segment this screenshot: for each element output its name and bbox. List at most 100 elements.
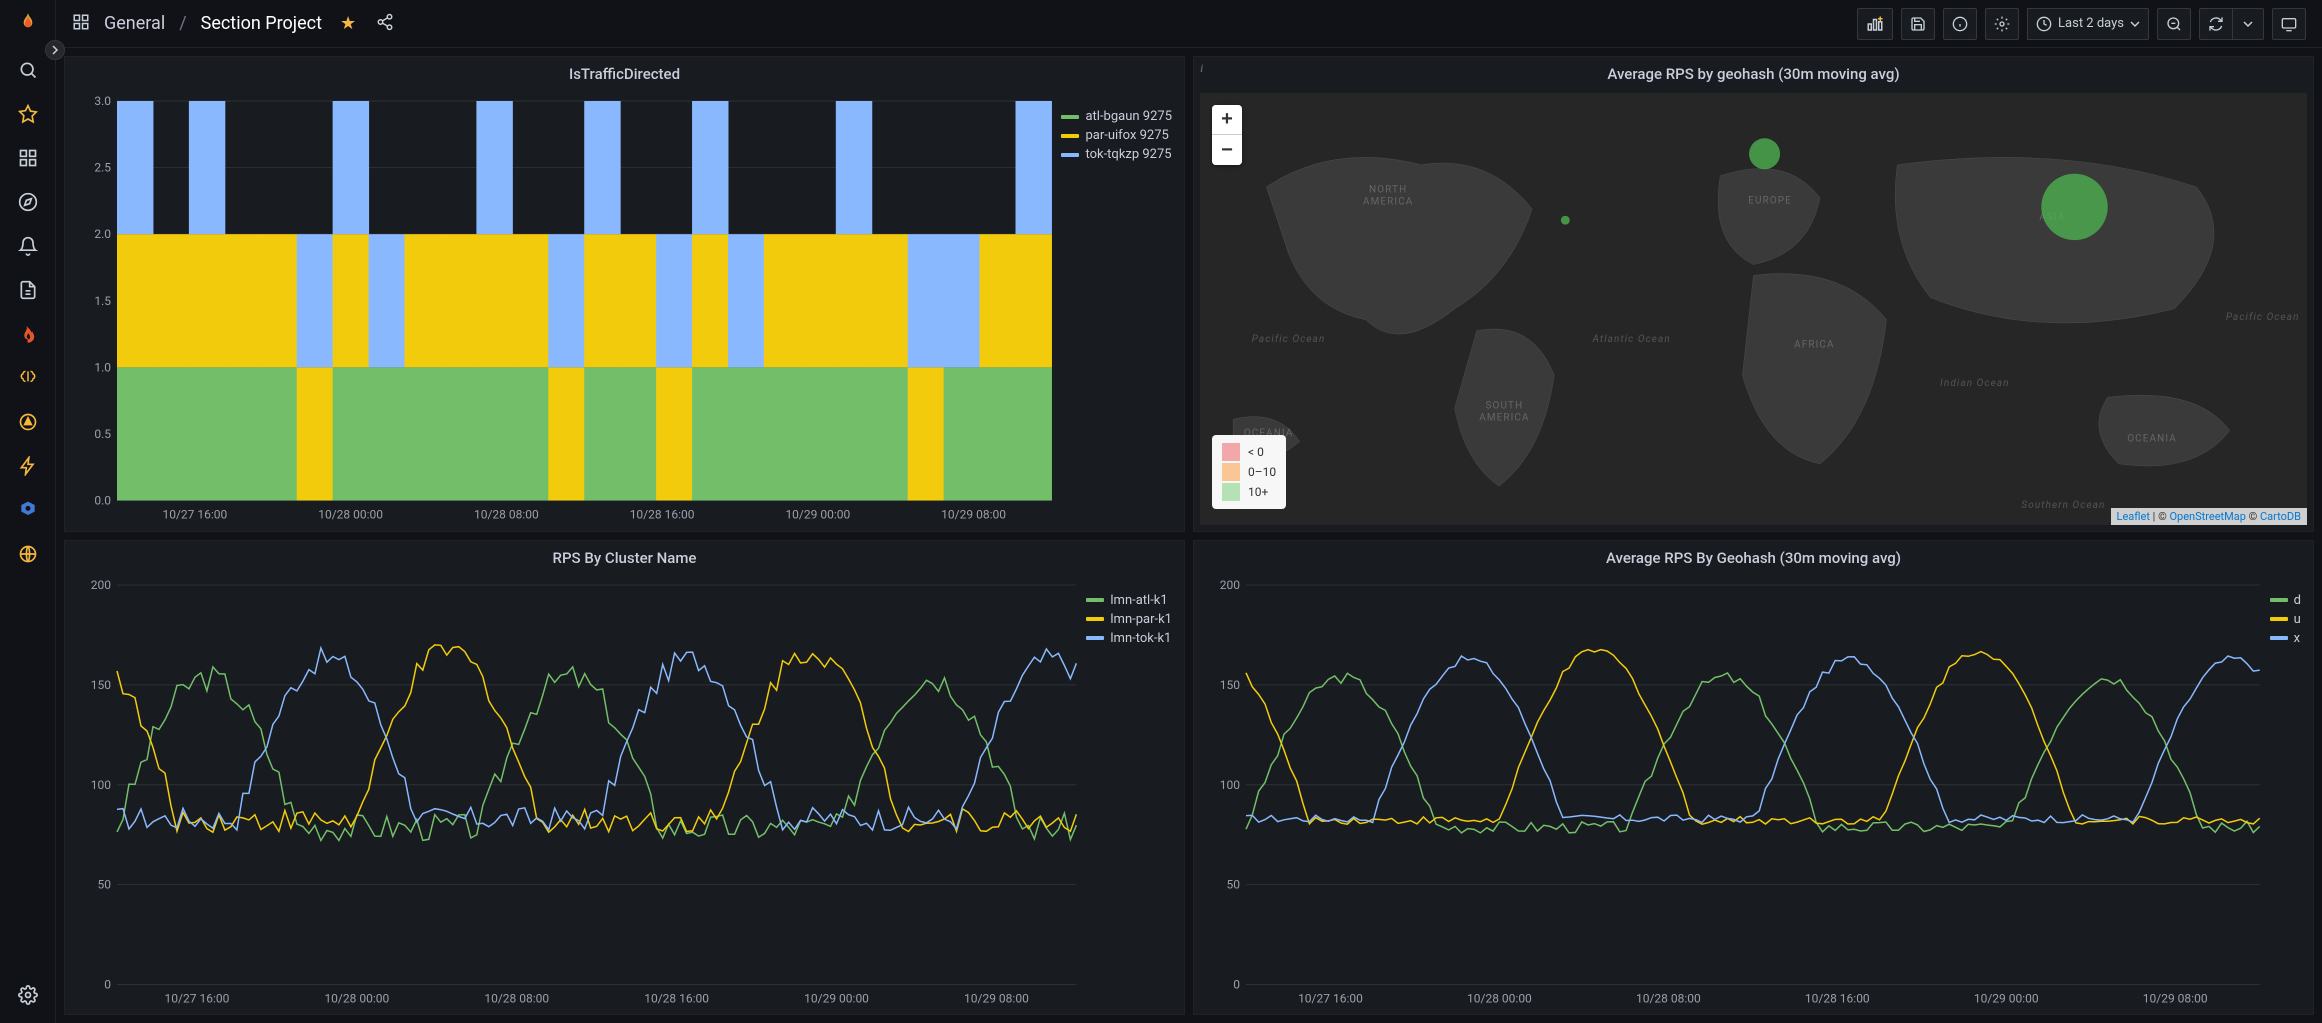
add-panel-button[interactable]	[1857, 8, 1893, 40]
breadcrumb-dashboard[interactable]: Section Project	[201, 13, 322, 34]
svg-text:10/27 16:00: 10/27 16:00	[165, 991, 230, 1005]
svg-text:10/28 08:00: 10/28 08:00	[474, 508, 539, 522]
tv-mode-button[interactable]	[2272, 8, 2306, 40]
refresh-interval-button[interactable]	[2232, 8, 2264, 40]
incident-icon[interactable]	[8, 402, 48, 442]
dashboards-icon[interactable]	[8, 138, 48, 178]
svg-text:10/28 00:00: 10/28 00:00	[1467, 991, 1532, 1005]
svg-text:10/29 08:00: 10/29 08:00	[964, 991, 1029, 1005]
legend-item[interactable]: d	[2270, 593, 2301, 608]
panel-grid: IsTrafficDirected 0.00.51.01.52.02.53.01…	[56, 48, 2322, 1023]
svg-text:0.5: 0.5	[94, 427, 111, 441]
chart-legend: dux	[2270, 571, 2313, 1015]
map-attribution: Leaflet | © OpenStreetMap © CartoDB	[2111, 508, 2307, 525]
carto-link[interactable]: CartoDB	[2260, 510, 2301, 523]
panel-title: RPS By Cluster Name	[65, 541, 1184, 571]
breadcrumb-separator: /	[179, 13, 186, 34]
breadcrumb-folder[interactable]: General	[104, 13, 165, 34]
legend-item[interactable]: tok-tqkzp 9275	[1061, 147, 1172, 162]
panel-rps-map: i Average RPS by geohash (30m moving avg…	[1193, 56, 2314, 532]
alerting-icon[interactable]	[8, 226, 48, 266]
explore-icon[interactable]	[8, 182, 48, 222]
stacked-bar-chart: 0.00.51.01.52.02.53.010/27 16:0010/28 00…	[75, 95, 1057, 527]
refresh-button[interactable]	[2199, 8, 2232, 40]
svg-text:1.0: 1.0	[94, 360, 111, 374]
svg-text:10/29 00:00: 10/29 00:00	[785, 508, 850, 522]
svg-text:AFRICA: AFRICA	[1794, 339, 1834, 350]
dashboard-settings-button[interactable]	[1985, 8, 2019, 40]
svg-text:0.0: 0.0	[94, 494, 111, 508]
svg-text:10/28 16:00: 10/28 16:00	[644, 991, 709, 1005]
legend-item[interactable]: lmn-tok-k1	[1086, 631, 1172, 646]
topbar: General / Section Project ★ Last 2 days	[56, 0, 2322, 48]
search-icon[interactable]	[8, 50, 48, 90]
favorite-star-icon[interactable]: ★	[340, 13, 356, 34]
world-map[interactable]: NORTHAMERICASOUTHAMERICAEUROPEAFRICAASIA…	[1200, 93, 2307, 525]
info-button[interactable]	[1943, 8, 1977, 40]
leaflet-link[interactable]: Leaflet	[2117, 510, 2150, 523]
chart-legend: lmn-atl-k1 lmn-par-k1 lmn-tok-k1	[1086, 571, 1184, 1015]
legend-item[interactable]: atl-bgaun 9275	[1061, 109, 1172, 124]
legend-item[interactable]: u	[2270, 612, 2301, 627]
panel-rps-geohash-line: Average RPS By Geohash (30m moving avg) …	[1193, 540, 2314, 1016]
svg-text:10/28 16:00: 10/28 16:00	[630, 508, 695, 522]
dash-grid-icon[interactable]	[72, 13, 90, 35]
line-chart: 05010015020010/27 16:0010/28 00:0010/28 …	[75, 579, 1082, 1011]
map-legend-item: 0–10	[1222, 463, 1276, 481]
svg-text:10/28 00:00: 10/28 00:00	[318, 508, 383, 522]
grafana-logo[interactable]	[12, 8, 44, 40]
panel-title: IsTrafficDirected	[65, 57, 1184, 87]
bolt-icon[interactable]	[8, 446, 48, 486]
osm-link[interactable]: OpenStreetMap	[2169, 510, 2245, 523]
svg-text:2.0: 2.0	[94, 227, 111, 241]
svg-text:10/27 16:00: 10/27 16:00	[162, 508, 227, 522]
legend-item[interactable]: lmn-par-k1	[1086, 612, 1172, 627]
panel-title: Average RPS by geohash (30m moving avg)	[1194, 57, 2313, 87]
svg-text:Pacific Ocean: Pacific Ocean	[1252, 333, 1326, 345]
svg-text:OCEANIA: OCEANIA	[2127, 434, 2177, 445]
brain-icon[interactable]	[8, 358, 48, 398]
svg-text:3.0: 3.0	[94, 95, 111, 108]
panel-traffic-directed: IsTrafficDirected 0.00.51.01.52.02.53.01…	[64, 56, 1185, 532]
svg-text:150: 150	[1220, 677, 1240, 691]
svg-text:NORTH: NORTH	[1369, 185, 1407, 196]
time-range-label: Last 2 days	[2058, 16, 2124, 31]
svg-text:100: 100	[91, 777, 111, 791]
collapse-nav-button[interactable]	[45, 40, 65, 60]
chart-legend: atl-bgaun 9275 par-uifox 9275 tok-tqkzp 92…	[1061, 87, 1184, 531]
svg-text:10/28 00:00: 10/28 00:00	[324, 991, 389, 1005]
svg-text:EUROPE: EUROPE	[1748, 196, 1792, 207]
kubernetes-icon[interactable]	[8, 490, 48, 530]
share-icon[interactable]	[376, 13, 394, 35]
map-zoom-out-button[interactable]: −	[1212, 135, 1242, 165]
reports-icon[interactable]	[8, 270, 48, 310]
svg-text:10/29 08:00: 10/29 08:00	[2143, 991, 2208, 1005]
map-legend-item: 10+	[1222, 483, 1276, 501]
svg-text:Atlantic Ocean: Atlantic Ocean	[1592, 334, 1671, 345]
settings-icon[interactable]	[8, 975, 48, 1015]
svg-text:0: 0	[1233, 977, 1240, 991]
svg-text:AMERICA: AMERICA	[1363, 197, 1413, 208]
svg-text:50: 50	[1227, 877, 1241, 891]
zoom-out-button[interactable]	[2157, 8, 2191, 40]
svg-text:150: 150	[91, 677, 111, 691]
save-button[interactable]	[1901, 8, 1935, 40]
legend-item[interactable]: x	[2270, 631, 2301, 646]
time-range-button[interactable]: Last 2 days	[2027, 8, 2149, 40]
map-legend: < 00–1010+	[1212, 435, 1286, 509]
svg-text:SOUTH: SOUTH	[1486, 400, 1524, 411]
svg-text:1.5: 1.5	[94, 294, 111, 308]
svg-text:AMERICA: AMERICA	[1479, 413, 1529, 424]
legend-item[interactable]: lmn-atl-k1	[1086, 593, 1172, 608]
star-icon[interactable]	[8, 94, 48, 134]
svg-text:Pacific Ocean: Pacific Ocean	[2226, 311, 2300, 323]
svg-text:Southern Ocean: Southern Ocean	[2021, 500, 2105, 511]
svg-text:200: 200	[91, 579, 111, 592]
info-icon[interactable]: i	[1200, 61, 1203, 76]
svg-text:100: 100	[1220, 777, 1240, 791]
alert-fire-icon[interactable]	[8, 314, 48, 354]
map-zoom-in-button[interactable]: +	[1212, 105, 1242, 135]
globe-icon[interactable]	[8, 534, 48, 574]
legend-item[interactable]: par-uifox 9275	[1061, 128, 1172, 143]
panel-rps-cluster: RPS By Cluster Name 05010015020010/27 16…	[64, 540, 1185, 1016]
